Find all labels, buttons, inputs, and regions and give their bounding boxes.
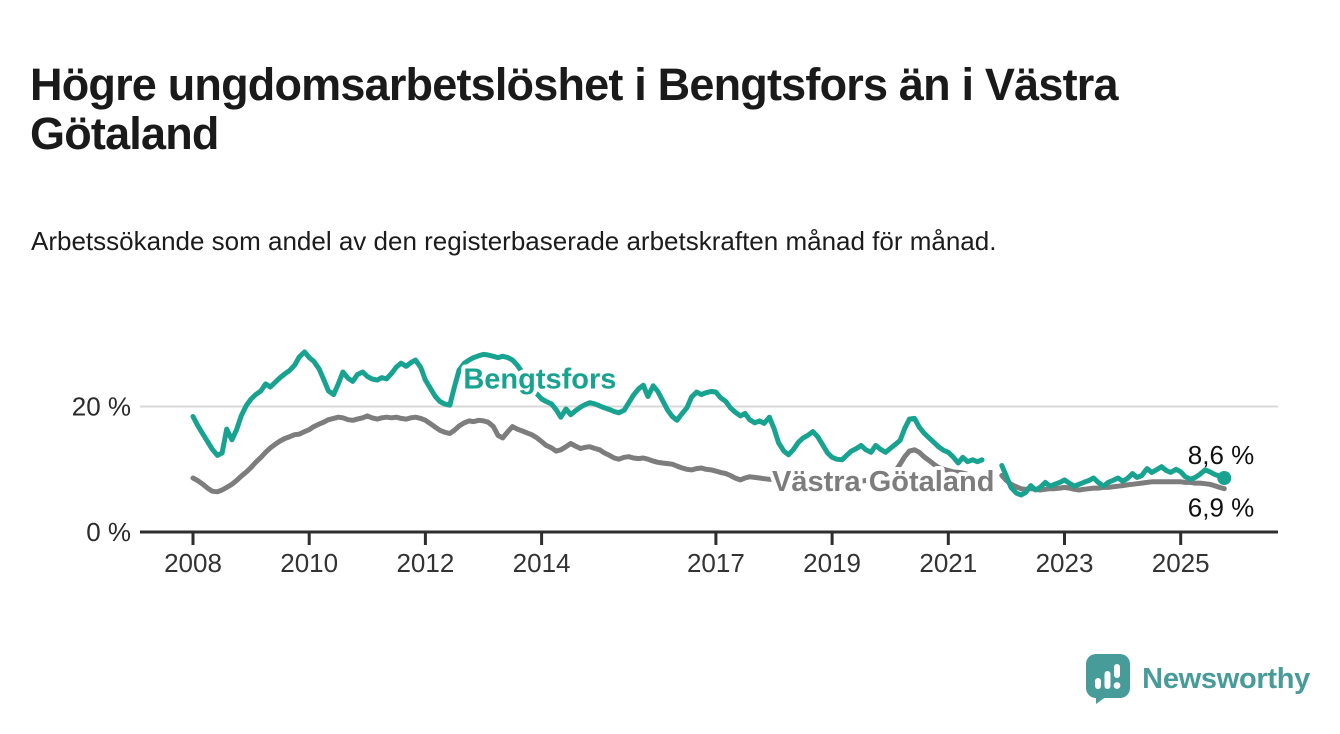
- x-tick-label-2021: 2021: [919, 548, 977, 578]
- x-tick-label-2010: 2010: [280, 548, 338, 578]
- x-tick-label-2023: 2023: [1036, 548, 1094, 578]
- newsworthy-logo[interactable]: Newsworthy: [1086, 654, 1310, 704]
- y-tick-label-0: 0 %: [86, 517, 131, 547]
- x-tick-label-2008: 2008: [164, 548, 222, 578]
- x-tick-label-2017: 2017: [687, 548, 745, 578]
- bengtsfors-line-segment-1: [190, 349, 985, 466]
- x-tick-label-2012: 2012: [396, 548, 454, 578]
- y-tick-label-20: 20 %: [72, 392, 131, 422]
- series-end-dot: [1217, 471, 1232, 486]
- end-value-label-6.9: 6,9 %: [1188, 493, 1255, 523]
- x-tick-label-2014: 2014: [513, 548, 571, 578]
- x-tick-label-2025: 2025: [1152, 548, 1210, 578]
- chart-subtitle: Arbetssökande som andel av den registerb…: [31, 226, 997, 256]
- x-tick-label-2019: 2019: [803, 548, 861, 578]
- newsworthy-logo-icon: [1086, 654, 1131, 704]
- end-value-label-8.6: 8,6 %: [1188, 440, 1255, 470]
- bengtsfors-line-segment-2: [999, 463, 1227, 498]
- page-title: Högre ungdomsarbetslöshet i Bengtsfors ä…: [30, 59, 1119, 160]
- v-stra-g-taland-line-segment-1: [190, 413, 985, 495]
- newsworthy-logo-text: Newsworthy: [1142, 662, 1310, 695]
- v-stra-g-taland-series-label: Västra Götaland: [772, 466, 994, 498]
- bengtsfors-series-label: Bengtsfors: [463, 363, 616, 395]
